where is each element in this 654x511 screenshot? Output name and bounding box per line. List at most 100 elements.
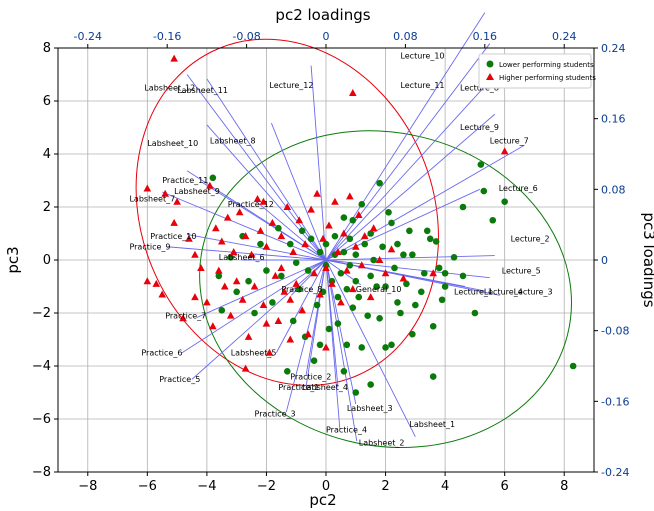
loading-vector bbox=[196, 259, 327, 318]
loading-label: Lecture_5 bbox=[502, 266, 541, 275]
higher-student-point bbox=[286, 295, 295, 303]
lower-student-point bbox=[441, 269, 449, 277]
lower-student-point bbox=[379, 243, 386, 251]
y-tick-label: 6 bbox=[43, 94, 51, 109]
higher-student-point bbox=[235, 208, 244, 216]
lower-student-point bbox=[251, 309, 258, 317]
lower-student-point bbox=[432, 238, 440, 245]
loading-label: Labsheet_7 bbox=[129, 195, 175, 204]
higher-student-point bbox=[170, 54, 178, 62]
x-tick-label: 2 bbox=[381, 479, 389, 494]
higher-student-point bbox=[268, 218, 277, 226]
lower-student-point bbox=[218, 307, 226, 314]
lower-student-point bbox=[257, 240, 264, 248]
lower-student-point bbox=[349, 216, 357, 224]
lower-student-point bbox=[343, 285, 351, 293]
lower-student-point bbox=[346, 235, 354, 243]
loading-vector bbox=[206, 124, 327, 261]
higher-student-point bbox=[238, 295, 247, 303]
higher-student-point bbox=[328, 279, 336, 287]
higher-student-point bbox=[256, 226, 265, 234]
higher-student-point bbox=[357, 261, 366, 269]
higher-student-point bbox=[387, 245, 396, 253]
lower-student-point bbox=[355, 293, 363, 301]
higher-student-point bbox=[277, 263, 286, 271]
loading-label: Lecture_4 bbox=[484, 287, 523, 296]
top-tick-label: -0.24 bbox=[74, 30, 102, 43]
lower-student-point bbox=[373, 283, 380, 290]
loading-label: Lecture_7 bbox=[490, 136, 529, 145]
x-tick-label: −6 bbox=[138, 479, 157, 494]
higher-student-point bbox=[429, 269, 437, 277]
higher-student-point bbox=[215, 266, 223, 274]
loading-label: Labsheet_3 bbox=[347, 404, 393, 413]
higher-student-point bbox=[298, 306, 306, 314]
lower-student-point bbox=[376, 179, 383, 187]
top-tick-label: 0.08 bbox=[393, 30, 418, 43]
higher-student-point bbox=[250, 282, 259, 290]
loading-label: Lecture_3 bbox=[514, 287, 553, 296]
lower-student-point bbox=[310, 357, 318, 365]
higher-student-point bbox=[337, 298, 345, 306]
higher-student-point bbox=[253, 195, 262, 203]
lower-student-point bbox=[227, 254, 235, 261]
loading-label: General_10 bbox=[356, 285, 402, 294]
lower-student-point bbox=[245, 277, 252, 285]
higher-student-point bbox=[369, 224, 378, 232]
higher-student-point bbox=[259, 197, 268, 205]
lower-student-point bbox=[316, 341, 324, 349]
loading-vector bbox=[325, 259, 341, 430]
loading-label: Practice_9 bbox=[129, 242, 170, 251]
top-tick-label: -0.08 bbox=[232, 30, 260, 43]
higher-student-point bbox=[325, 221, 333, 229]
loading-label: Labsheet_11 bbox=[177, 86, 228, 95]
loading-vector bbox=[206, 78, 327, 261]
top-tick-label: -0.16 bbox=[153, 30, 181, 43]
lower-student-point bbox=[403, 280, 410, 288]
higher-student-point bbox=[191, 250, 199, 258]
loading-vector bbox=[270, 122, 327, 261]
higher-student-point bbox=[232, 277, 241, 285]
loading-label: Practice_6 bbox=[141, 348, 182, 357]
loading-label: Labsheet_1 bbox=[409, 420, 455, 429]
lower-student-point bbox=[391, 264, 398, 272]
lower-student-point bbox=[412, 301, 419, 309]
top-tick-label: 0.24 bbox=[552, 30, 577, 43]
higher-student-point bbox=[399, 274, 408, 282]
higher-student-point bbox=[226, 311, 235, 319]
loading-label: Labsheet_9 bbox=[174, 187, 220, 196]
higher-student-point bbox=[209, 322, 217, 330]
lower-student-point bbox=[367, 272, 374, 280]
lower-student-point bbox=[322, 240, 330, 248]
lower-student-point bbox=[316, 248, 324, 256]
loading-label: Practice_2 bbox=[290, 372, 331, 381]
higher-student-point bbox=[319, 234, 327, 242]
loading-vector bbox=[325, 12, 486, 261]
lower-student-point bbox=[349, 304, 357, 312]
loading-label: Practice_8 bbox=[281, 285, 322, 294]
higher-student-point bbox=[271, 271, 280, 279]
higher-student-point bbox=[185, 234, 193, 242]
higher-student-point bbox=[170, 218, 178, 226]
lower-student-point bbox=[397, 309, 404, 317]
lower-student-point bbox=[334, 320, 342, 327]
lower-student-point bbox=[358, 201, 366, 208]
higher-student-point bbox=[229, 248, 238, 256]
loading-label: Lecture_2 bbox=[511, 234, 550, 243]
higher-student-point bbox=[203, 298, 211, 306]
right-tick-label: 0.24 bbox=[601, 42, 626, 55]
higher-student-point bbox=[220, 282, 229, 290]
lower-student-point bbox=[361, 240, 369, 248]
higher-student-point bbox=[292, 279, 301, 287]
loading-label: Labsheet_2 bbox=[359, 439, 405, 448]
lower-student-point bbox=[388, 341, 395, 349]
higher-student-point bbox=[349, 89, 357, 97]
lower-student-point bbox=[367, 381, 374, 388]
higher-student-point bbox=[307, 205, 315, 213]
lower-student-point bbox=[382, 344, 389, 351]
loading-label: Labsheet_10 bbox=[147, 139, 198, 148]
loading-label: Labsheet_4 bbox=[302, 383, 348, 392]
higher-student-point bbox=[500, 147, 509, 155]
lower-student-point bbox=[292, 259, 300, 266]
loading-vector bbox=[191, 259, 327, 380]
